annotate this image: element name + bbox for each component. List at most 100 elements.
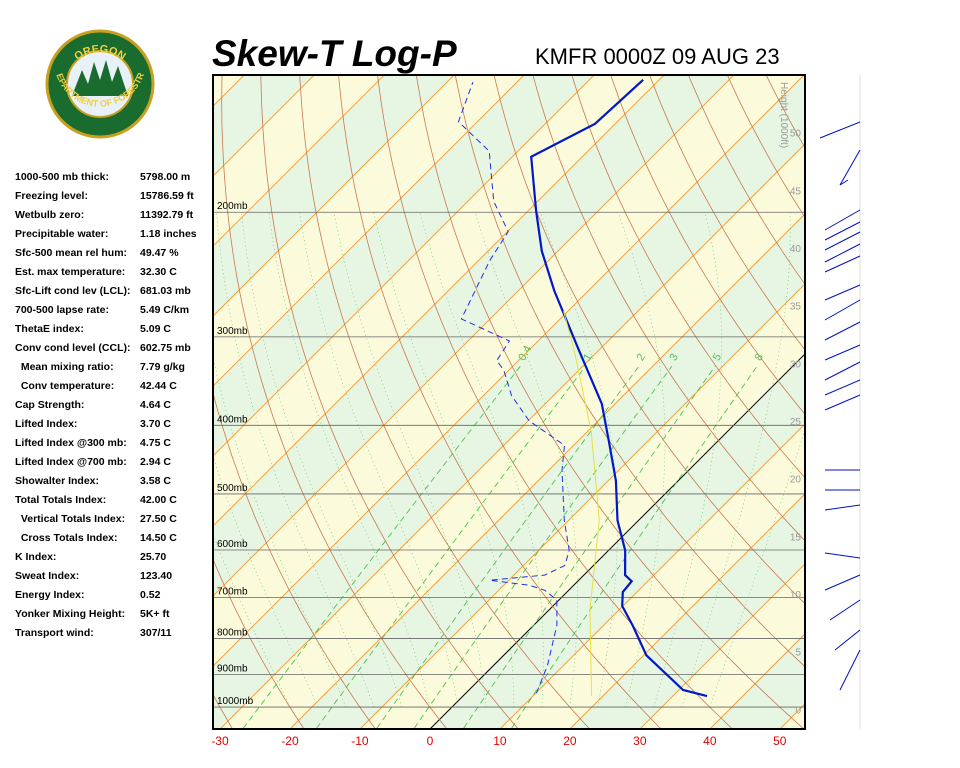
height-tick-label: 10	[790, 590, 802, 601]
logo-top: OREGON	[72, 43, 127, 63]
index-label: Sfc-500 mean rel hum:	[15, 247, 127, 259]
index-value: 4.64 C	[140, 399, 171, 411]
y-tick-label: 700mb	[217, 586, 248, 597]
isotherm	[429, 353, 805, 729]
isotherm	[213, 75, 385, 247]
mixing-ratio-line	[413, 365, 673, 729]
index-value: 14.50 C	[140, 532, 177, 544]
indices-table: 1000-500 mb thick: 5798.00 m Freezing leve…	[15, 171, 197, 639]
isotherm	[213, 75, 525, 387]
index-value: 3.58 C	[140, 475, 171, 487]
x-tick-label: 40	[703, 734, 717, 748]
height-tick-label: 45	[790, 186, 802, 197]
height-tick-label: 15	[790, 532, 802, 543]
index-label: Showalter Index:	[15, 475, 99, 487]
sounding-line	[530, 78, 708, 698]
index-value: 11392.79 ft	[140, 209, 194, 221]
index-value: 15786.59 ft	[140, 190, 194, 202]
index-label: Lifted Index:	[15, 418, 77, 430]
y-tick-label: 200mb	[217, 201, 248, 212]
index-label: Sfc-Lift cond lev (LCL):	[15, 285, 131, 297]
index-label: Cap Strength:	[15, 399, 84, 411]
index-value: 3.70 C	[140, 418, 171, 430]
moist-adiabat	[333, 212, 487, 708]
index-value: 123.40	[140, 570, 172, 582]
isotherm-band	[779, 703, 805, 729]
dry-adiabat	[878, 0, 960, 736]
moist-adiabat	[373, 212, 515, 708]
index-label: Conv cond level (CCL):	[15, 342, 131, 354]
isotherm	[359, 283, 805, 729]
mixing-ratio-label: 8	[753, 352, 766, 363]
index-value: 25.70	[140, 551, 166, 563]
height-tick-label: 30	[790, 359, 802, 370]
isotherm	[213, 75, 735, 597]
index-label: Lifted Index @700 mb:	[15, 456, 127, 468]
height-tick-label: 40	[790, 244, 802, 255]
index-value: 602.75 mb	[140, 342, 191, 354]
index-value: 307/11	[140, 627, 172, 639]
isotherm	[499, 423, 805, 729]
isotherm	[213, 75, 805, 667]
index-value: 42.00 C	[140, 494, 177, 506]
mixing-ratio-line	[510, 365, 758, 729]
moist-adiabat	[540, 212, 618, 708]
x-tick-label: 50	[773, 734, 787, 748]
index-label: Cross Totals Index:	[15, 532, 118, 544]
mixing-ratio-label: 3	[667, 352, 680, 363]
logo: OREGON DEPARTMENT OF FORESTRY	[0, 0, 155, 139]
y-tick-label: 600mb	[217, 539, 248, 550]
dry-adiabat	[915, 0, 960, 736]
index-value: 7.79 g/kg	[140, 361, 185, 373]
y-tick-label: 500mb	[217, 483, 248, 494]
isotherm	[219, 143, 805, 729]
isotherm	[213, 75, 315, 177]
index-value: 681.03 mb	[140, 285, 191, 297]
y-tick-label: 900mb	[217, 664, 248, 675]
plot-lines: 0.4 1 2 3 5 8200mb300mb400mb500mb600mb700mb80…	[213, 78, 805, 716]
height-tick-label: 50	[790, 129, 802, 140]
isotherm	[569, 493, 805, 729]
isotherm	[289, 213, 805, 729]
index-value: 2.94 C	[140, 456, 171, 468]
dry-adiabat	[610, 75, 805, 415]
index-value: 42.44 C	[140, 380, 177, 392]
mixing-ratio-line	[462, 365, 716, 729]
y-tick-label: 800mb	[217, 627, 248, 638]
index-value: 49.47 %	[140, 247, 179, 259]
height-tick-label: 25	[790, 417, 802, 428]
index-label: Energy Index:	[15, 589, 84, 601]
height-axis-label: Height (1000ft)	[778, 82, 789, 148]
chart-subtitle: KMFR 0000Z 09 AUG 23	[535, 44, 780, 69]
index-label: Transport wind:	[15, 627, 94, 639]
x-tick-label: -10	[351, 734, 369, 748]
x-tick-label: -20	[281, 734, 299, 748]
index-label: Yonker Mixing Height:	[15, 608, 125, 620]
dry-adiabat	[806, 0, 960, 736]
index-label: Wetbulb zero:	[15, 209, 84, 221]
dry-adiabat	[213, 558, 305, 729]
index-value: 5.09 C	[140, 323, 171, 335]
index-label: Vertical Totals Index:	[15, 513, 125, 525]
index-label: Total Totals Index:	[15, 494, 106, 506]
dry-adiabat	[649, 75, 805, 351]
isotherm-band	[213, 75, 805, 729]
x-tick-label: -30	[211, 734, 229, 748]
mixing-ratio-label: 1	[581, 352, 594, 363]
chart-title: Skew-T Log-P	[212, 33, 457, 74]
isotherm	[639, 563, 805, 729]
index-value: 0.52	[140, 589, 161, 601]
wind-barbs	[819, 75, 861, 729]
moist-adiabat	[474, 212, 578, 708]
index-label: Precipitable water:	[15, 228, 108, 240]
index-label: Est. max temperature:	[15, 266, 125, 278]
isotherm	[213, 75, 665, 527]
mixing-ratio-line	[375, 365, 640, 729]
sounding-line	[457, 81, 570, 694]
dry-adiabat	[532, 75, 805, 542]
plot-frame	[212, 74, 806, 730]
x-tick-label: 10	[493, 734, 507, 748]
index-label: 1000-500 mb thick:	[15, 171, 109, 183]
